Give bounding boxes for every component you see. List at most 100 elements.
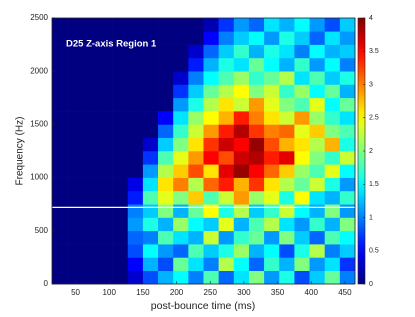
heatmap-cell [233,204,250,218]
heatmap-cell [52,244,68,258]
heatmap-cell [188,177,204,192]
heatmap-cell [112,204,129,218]
heatmap-cell [158,124,174,138]
heatmap-cell [97,124,113,138]
heatmap-cell [294,71,310,85]
heatmap-cell [248,31,265,45]
heatmap-cell [127,177,144,192]
x-tick-label: 200 [170,288,184,297]
heatmap-cell [264,57,280,72]
heatmap-cell [279,151,295,165]
heatmap-cell [112,31,129,45]
heatmap-cell [203,217,219,232]
heatmap-cell [142,71,159,85]
heatmap-cell [203,71,219,85]
heatmap-cell [112,57,129,72]
x-tick-label: 150 [136,288,150,297]
heatmap-cell [127,57,144,72]
heatmap-cell [127,71,144,85]
heatmap-cell [324,124,341,138]
heatmap-cell [158,84,174,99]
heatmap-cell [294,97,310,112]
heatmap-cell [248,217,265,232]
heatmap-cell [112,97,129,112]
heatmap-cell [294,217,310,232]
heatmap-cell [294,84,310,99]
y-tick-label: 2500 [30,13,48,22]
heatmap-cell [339,111,356,125]
heatmap-cell [142,190,159,205]
heatmap-cell [218,204,235,218]
heatmap-cell [127,217,144,232]
heatmap-cell [142,151,159,165]
heatmap-cell [279,18,295,32]
heatmap-cell [294,57,310,72]
heatmap-cell [158,18,174,32]
heatmap-cell [97,57,113,72]
heatmap-cell [97,217,113,232]
heatmap-cell [112,164,129,178]
heatmap-cell [142,257,159,271]
heatmap-cell [112,190,129,205]
heatmap-cell [188,190,204,205]
heatmap-cell [248,124,265,138]
heatmap-cell [248,151,265,165]
x-tick-label: 450 [338,288,352,297]
x-tick-label: 250 [204,288,218,297]
heatmap-cell [324,190,341,205]
heatmap-cell [248,190,265,205]
heatmap-cell [112,217,129,232]
heatmap-cell [218,151,235,165]
heatmap-cell [67,18,83,32]
heatmap-cell [97,177,113,192]
heatmap-cell [188,230,204,245]
heatmap-cell [127,124,144,138]
heatmap-cell [233,31,250,45]
heatmap-cell [294,164,310,178]
heatmap-cell [112,111,129,125]
heatmap-cell [67,204,83,218]
heatmap-cell [339,57,356,72]
heatmap-cell [173,230,189,245]
heatmap-cell [67,244,83,258]
plot-frame [51,17,356,285]
heatmap-cell [52,257,68,271]
heatmap-cell [339,257,356,271]
heatmap-cell [264,111,280,125]
heatmap-cell [324,164,341,178]
heatmap-cell [339,18,356,32]
heatmap-cell [67,190,83,205]
heatmap-cell [279,257,295,271]
heatmap-cell [82,124,98,138]
heatmap-cell [279,97,295,112]
heatmap-cell [112,84,129,99]
heatmap-cell [82,244,98,258]
heatmap-cell [97,71,113,85]
heatmap-cell [218,84,235,99]
heatmap-cell [324,217,341,232]
heatmap-cell [233,177,250,192]
heatmap-cell [188,137,204,152]
heatmap-cell [309,18,325,32]
heatmap-cell [294,257,310,271]
heatmap-cell [97,270,113,285]
heatmap-cell [279,111,295,125]
heatmap-cell [218,270,235,285]
heatmap-cell [324,97,341,112]
heatmap-cell [203,177,219,192]
heatmap-cell [158,97,174,112]
heatmap-cell [339,230,356,245]
y-tick-label: 1000 [30,173,48,182]
heatmap-cell [324,18,341,32]
heatmap-cell [188,71,204,85]
heatmap-cell [173,217,189,232]
heatmap-cell [264,71,280,85]
colorbar-tick-label: 0.5 [369,248,379,255]
heatmap-cell [127,230,144,245]
heatmap-cell [248,84,265,99]
heatmap-cell [264,84,280,99]
heatmap-cell [339,164,356,178]
heatmap-cell [294,204,310,218]
y-tick-label: 0 [44,279,49,288]
colorbar-tick-label: 2 [369,148,373,155]
